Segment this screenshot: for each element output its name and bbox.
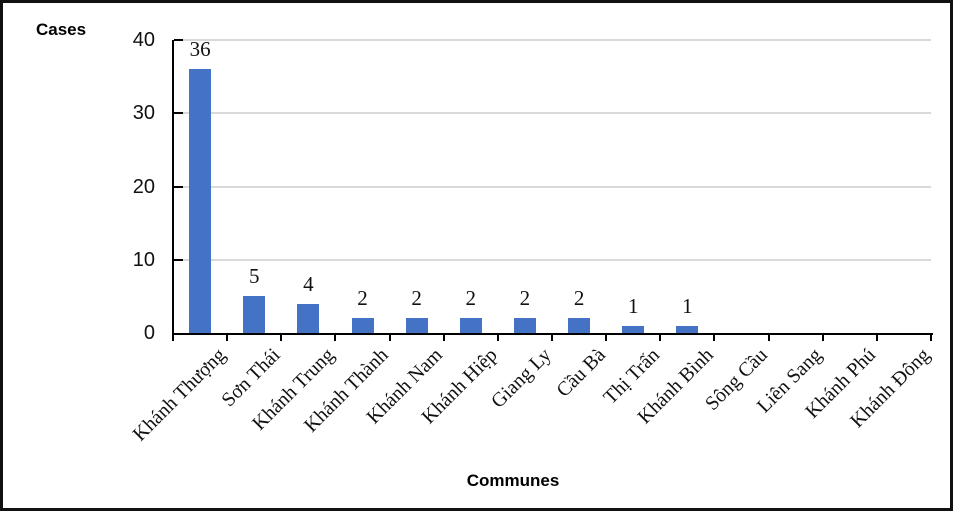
y-axis-line (172, 40, 174, 335)
x-axis-tick (659, 333, 662, 341)
bar-value-label: 4 (303, 271, 314, 296)
bar-value-label: 2 (573, 286, 585, 311)
bar (676, 325, 699, 333)
x-axis-tick (388, 333, 391, 341)
bar-value-label: 1 (682, 293, 693, 318)
x-axis-title: Communes (466, 471, 560, 490)
x-axis-tick (551, 333, 553, 341)
y-tick-label: 10 (132, 248, 155, 271)
gridline (175, 39, 931, 41)
bar (622, 325, 645, 333)
gridline (175, 112, 931, 115)
x-axis-tick (280, 333, 283, 341)
bar (297, 303, 320, 333)
bar (568, 318, 591, 333)
bar-value-label: 2 (519, 286, 531, 311)
bar-value-label: 5 (248, 264, 260, 289)
x-axis-tick (821, 333, 824, 341)
y-axis-tick (174, 39, 183, 41)
x-axis-tick (226, 333, 229, 341)
x-axis-tick (442, 333, 445, 341)
bar-value-label: 36 (189, 37, 211, 62)
y-axis-tick (174, 112, 183, 115)
y-tick-label: 20 (132, 175, 155, 198)
x-axis-tick (875, 333, 878, 341)
x-axis-tick (334, 333, 337, 341)
bar (405, 318, 428, 333)
y-axis-title: Cases (36, 20, 87, 39)
x-axis-tick (172, 333, 174, 341)
bar-value-label: 2 (465, 286, 477, 311)
bar-value-label: 1 (627, 293, 639, 318)
y-tick-label: 40 (132, 29, 155, 51)
y-axis-tick (174, 185, 183, 188)
x-axis-line (172, 333, 933, 335)
bar (459, 318, 482, 333)
x-axis-tick (930, 333, 932, 341)
x-axis-tick (713, 333, 716, 341)
y-tick-label: 0 (143, 322, 155, 344)
x-axis-tick (605, 333, 608, 341)
y-tick-label: 30 (132, 102, 155, 125)
bar (513, 318, 536, 333)
bar-value-label: 2 (411, 286, 422, 311)
bar (243, 296, 266, 333)
bar-value-label: 2 (357, 286, 368, 311)
x-axis-tick (496, 333, 499, 341)
x-axis-tick (767, 333, 770, 341)
y-axis-tick (174, 258, 183, 261)
gridline (175, 258, 931, 261)
gridline (175, 185, 931, 188)
bar (189, 69, 212, 333)
bar (351, 318, 374, 333)
